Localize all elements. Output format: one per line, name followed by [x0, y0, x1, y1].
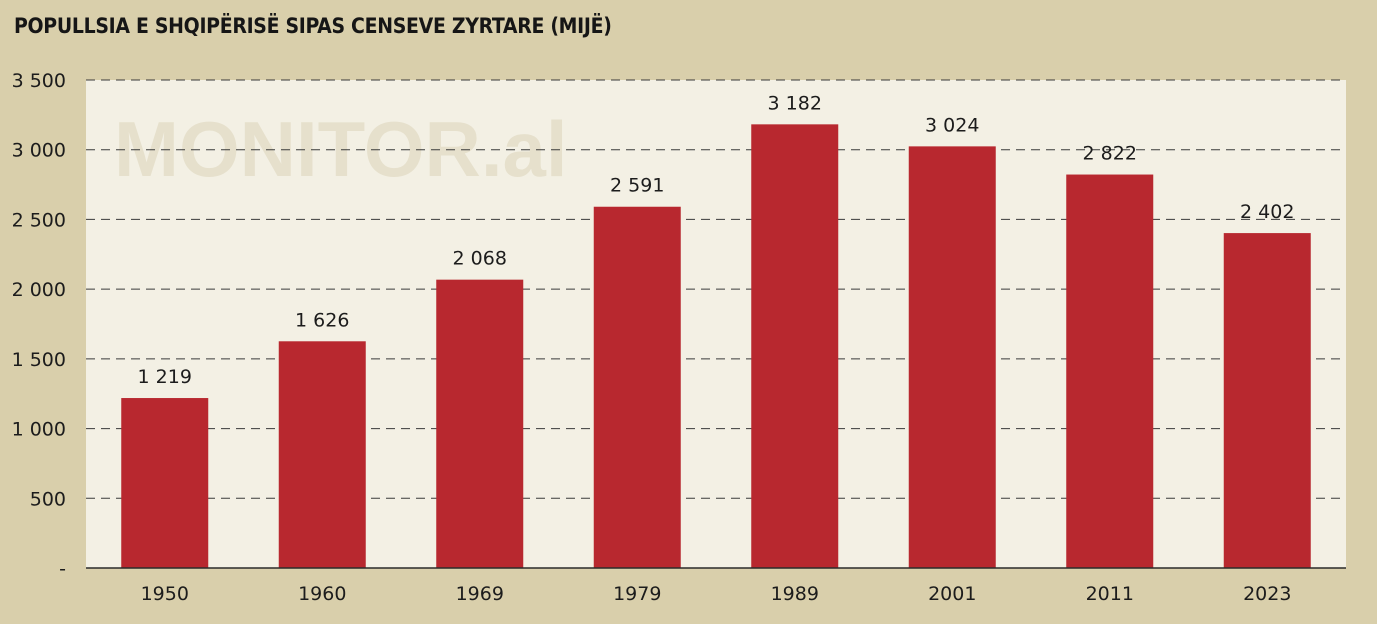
x-tick-label: 1969 [456, 583, 504, 605]
bar-value-label: 2 591 [610, 175, 664, 197]
bar-value-label: 2 402 [1240, 201, 1294, 223]
y-tick-label: 3 500 [12, 70, 66, 92]
y-axis-ticks: - 500 1 000 1 500 2 000 2 500 3 000 3 500 [12, 70, 66, 580]
bar [436, 279, 524, 568]
bar-value-label: 1 219 [138, 366, 192, 388]
x-tick-label: 2011 [1086, 583, 1134, 605]
watermark-text: MONITOR.al [114, 105, 568, 193]
bar-value-label: 2 068 [453, 248, 507, 270]
y-tick-label: 1 000 [12, 419, 66, 441]
bar-value-label: 2 822 [1083, 143, 1137, 165]
x-tick-label: 1979 [613, 583, 661, 605]
bar [751, 124, 839, 568]
bar [121, 398, 209, 568]
x-tick-label: 1960 [298, 583, 346, 605]
x-tick-label: 1989 [771, 583, 819, 605]
y-tick-label: 500 [30, 488, 66, 510]
bar-value-label: 3 182 [768, 92, 822, 114]
y-tick-label: 2 500 [12, 209, 66, 231]
bar [593, 206, 681, 568]
bars: 1 219 1 626 2 068 2 591 3 182 3 024 2 822 2 402 [121, 92, 1311, 569]
bar-value-label: 3 024 [925, 114, 979, 136]
bar [1066, 174, 1154, 568]
y-tick-label: 3 000 [12, 140, 66, 162]
bar-value-label: 1 626 [295, 309, 349, 331]
x-tick-label: 1950 [141, 583, 189, 605]
bar [1223, 233, 1311, 568]
x-axis-ticks: 1950 1960 1969 1979 1989 2001 2011 2023 [141, 583, 1292, 605]
x-tick-label: 2023 [1243, 583, 1291, 605]
bar [908, 146, 996, 569]
x-tick-label: 2001 [928, 583, 976, 605]
y-tick-label: 2 000 [12, 279, 66, 301]
y-tick-label: 1 500 [12, 349, 66, 371]
y-tick-label: - [59, 558, 66, 580]
chart-title: POPULLSIA E SHQIPËRISË SIPAS CENSEVE ZYR… [14, 14, 612, 38]
bar [278, 341, 366, 568]
